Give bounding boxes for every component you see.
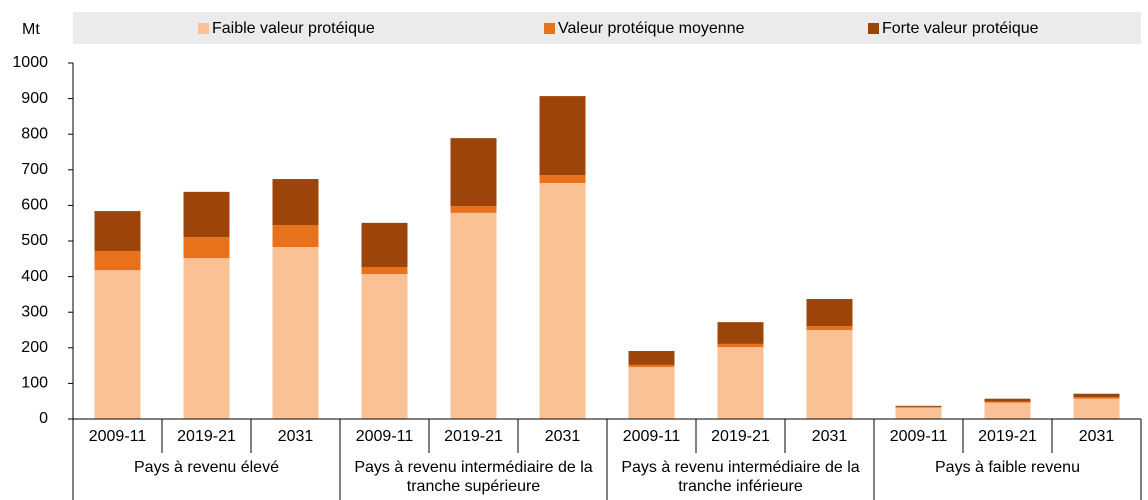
legend-swatch xyxy=(544,23,555,34)
bar-segment xyxy=(895,406,942,408)
bar-segment xyxy=(628,351,675,365)
bar-segment xyxy=(272,179,319,225)
group-label: Pays à revenu élevé xyxy=(134,459,279,476)
bar-segment xyxy=(895,405,942,407)
group-label: Pays à faible revenu xyxy=(935,459,1080,476)
bar-segment xyxy=(450,212,497,419)
x-tick-label: 2019-21 xyxy=(711,428,770,445)
x-tick-label: 2009-11 xyxy=(623,428,681,445)
y-tick-label: 900 xyxy=(21,90,48,107)
bar-segment xyxy=(1073,398,1120,419)
bar-segment xyxy=(183,191,230,238)
bar-segment xyxy=(94,250,141,271)
group-label: Pays à revenu intermédiaire de la tranch… xyxy=(354,459,593,495)
bar-segment xyxy=(806,299,853,327)
y-tick-label: 0 xyxy=(39,410,48,427)
y-tick-label: 500 xyxy=(21,232,48,249)
x-tick-label: 2009-11 xyxy=(89,428,147,445)
group-label: Pays à revenu intermédiaire de la tranch… xyxy=(621,459,860,495)
bar-segment xyxy=(450,138,497,207)
bar-segment xyxy=(984,402,1031,419)
bar-segment xyxy=(183,258,230,419)
y-tick-label: 600 xyxy=(21,197,48,214)
bar-segment xyxy=(272,247,319,419)
bar-segment xyxy=(94,211,141,251)
legend-label: Valeur protéique moyenne xyxy=(558,20,745,37)
bar-segment xyxy=(806,326,853,330)
bar-segment xyxy=(717,343,764,348)
bar-segment xyxy=(361,222,408,267)
y-tick-label: 700 xyxy=(21,161,48,178)
x-tick-label: 2009-11 xyxy=(890,428,948,445)
bar-segment xyxy=(717,347,764,419)
y-tick-label: 1000 xyxy=(12,54,48,71)
bar-segment xyxy=(361,274,408,419)
y-axis-label: Mt xyxy=(22,21,40,38)
bar-segment xyxy=(94,270,141,419)
y-tick-label: 300 xyxy=(21,303,48,320)
x-tick-label: 2019-21 xyxy=(177,428,236,445)
bar-segment xyxy=(628,367,675,419)
bar-segment xyxy=(361,266,408,275)
y-tick-label: 100 xyxy=(21,375,48,392)
bar-segment xyxy=(717,322,764,344)
x-tick-label: 2031 xyxy=(812,428,848,445)
x-tick-label: 2031 xyxy=(1079,428,1115,445)
bar-segment xyxy=(539,182,586,419)
legend-label: Forte valeur protéique xyxy=(882,20,1039,37)
bar-segment xyxy=(272,224,319,248)
bar-segment xyxy=(628,364,675,368)
bar-segment xyxy=(806,330,853,419)
bar-segment xyxy=(450,206,497,213)
x-tick-label: 2031 xyxy=(545,428,581,445)
bar-segment xyxy=(183,237,230,259)
y-tick-label: 800 xyxy=(21,125,48,142)
legend-swatch xyxy=(868,23,879,34)
legend-swatch xyxy=(198,23,209,34)
bar-segment xyxy=(1073,393,1120,398)
legend-background xyxy=(73,12,1141,44)
x-tick-label: 2031 xyxy=(278,428,314,445)
bar-segment xyxy=(539,175,586,183)
x-tick-label: 2019-21 xyxy=(978,428,1037,445)
y-tick-label: 400 xyxy=(21,268,48,285)
x-tick-label: 2019-21 xyxy=(444,428,503,445)
bar-segment xyxy=(984,398,1031,402)
legend-label: Faible valeur protéique xyxy=(212,20,375,37)
bar-segment xyxy=(895,407,942,419)
bar-segment xyxy=(984,401,1031,403)
y-tick-label: 200 xyxy=(21,339,48,356)
bar-segment xyxy=(1073,397,1120,399)
x-tick-label: 2009-11 xyxy=(356,428,414,445)
bar-segment xyxy=(539,96,586,176)
